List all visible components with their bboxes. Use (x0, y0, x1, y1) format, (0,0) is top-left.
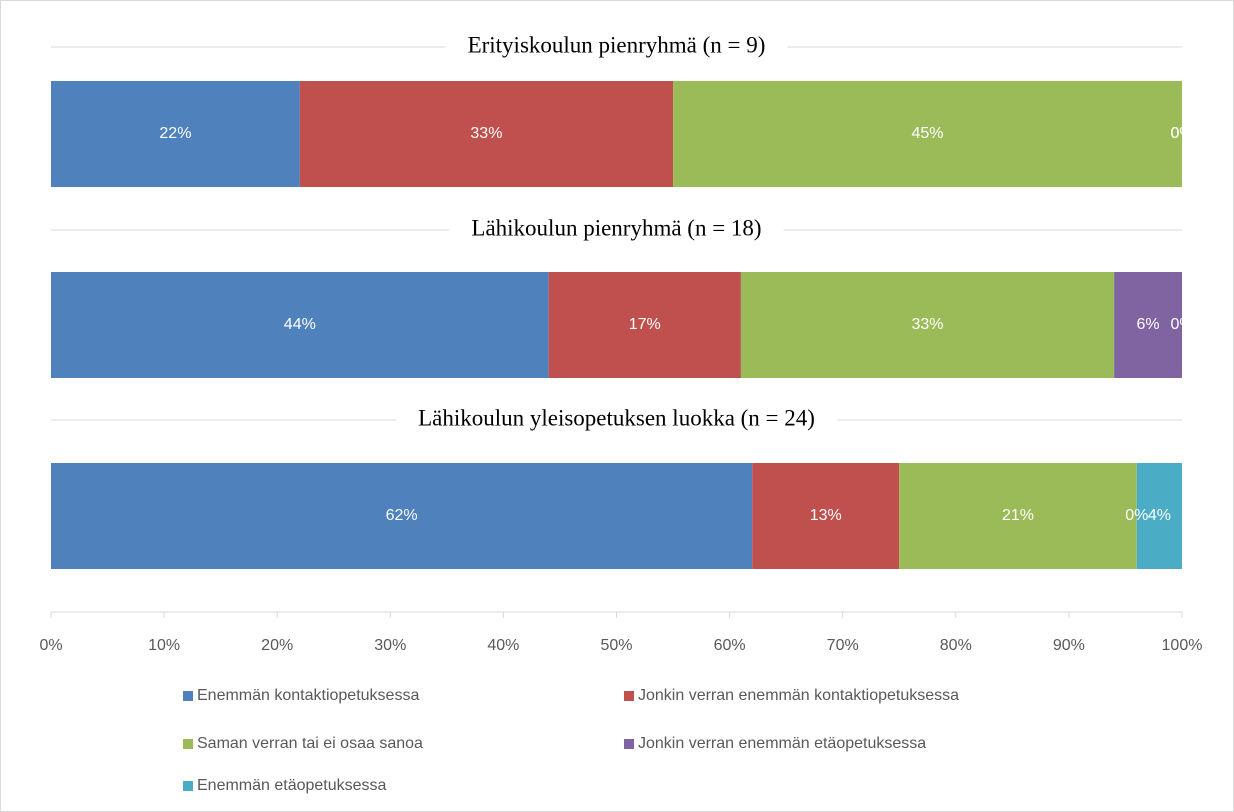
data-label: 44% (284, 316, 316, 333)
data-label: 17% (629, 316, 661, 333)
legend-swatch (183, 691, 193, 701)
bar-segment (51, 463, 753, 569)
group-title: Erityiskoulun pienryhmä (n = 9) (468, 32, 766, 57)
legend-label: Jonkin verran enemmän kontaktiopetuksess… (638, 687, 959, 704)
x-tick-label: 10% (148, 637, 180, 654)
bar-segment (299, 81, 674, 187)
bar-segment (548, 272, 741, 378)
data-label: 0% (1170, 125, 1193, 142)
legend-label: Jonkin verran enemmän etäopetuksessa (638, 735, 926, 752)
bar-segment (673, 81, 1182, 187)
group-title: Lähikoulun pienryhmä (n = 18) (471, 215, 761, 240)
x-tick-label: 80% (940, 637, 972, 654)
bar-segment (1114, 272, 1182, 378)
x-tick-label: 20% (261, 637, 293, 654)
data-label: 4% (1148, 507, 1171, 524)
data-label: 62% (386, 507, 418, 524)
data-label: 33% (470, 125, 502, 142)
legend-swatch (624, 739, 634, 749)
x-tick-label: 50% (600, 637, 632, 654)
x-tick-label: 60% (714, 637, 746, 654)
legend-swatch (183, 739, 193, 749)
x-tick-label: 90% (1053, 637, 1085, 654)
legend-swatch (624, 691, 634, 701)
legend-label: Saman verran tai ei osaa sanoa (197, 735, 423, 752)
data-label: 0% (1170, 125, 1193, 142)
bar-segment (51, 81, 300, 187)
bar-segment (740, 272, 1115, 378)
x-tick-label: 0% (39, 637, 62, 654)
x-tick-label: 70% (827, 637, 859, 654)
bar-segment (752, 463, 900, 569)
data-label: 33% (912, 316, 944, 333)
x-tick-label: 40% (487, 637, 519, 654)
x-tick-label: 100% (1162, 637, 1203, 654)
group-title: Lähikoulun yleisopetuksen luokka (n = 24… (418, 405, 815, 430)
legend-label: Enemmän kontaktiopetuksessa (197, 687, 419, 704)
data-label: 0% (1125, 507, 1148, 524)
data-label: 45% (912, 125, 944, 142)
data-label: 21% (1002, 507, 1034, 524)
data-label: 6% (1137, 316, 1160, 333)
legend-label: Enemmän etäopetuksessa (197, 777, 387, 794)
legend-swatch (183, 781, 193, 791)
data-label: 0% (1170, 316, 1193, 333)
x-tick-label: 30% (374, 637, 406, 654)
bar-segment (1136, 463, 1182, 569)
data-label: 22% (159, 125, 191, 142)
data-label: 13% (810, 507, 842, 524)
bar-segment (899, 463, 1137, 569)
bar-segment (51, 272, 549, 378)
